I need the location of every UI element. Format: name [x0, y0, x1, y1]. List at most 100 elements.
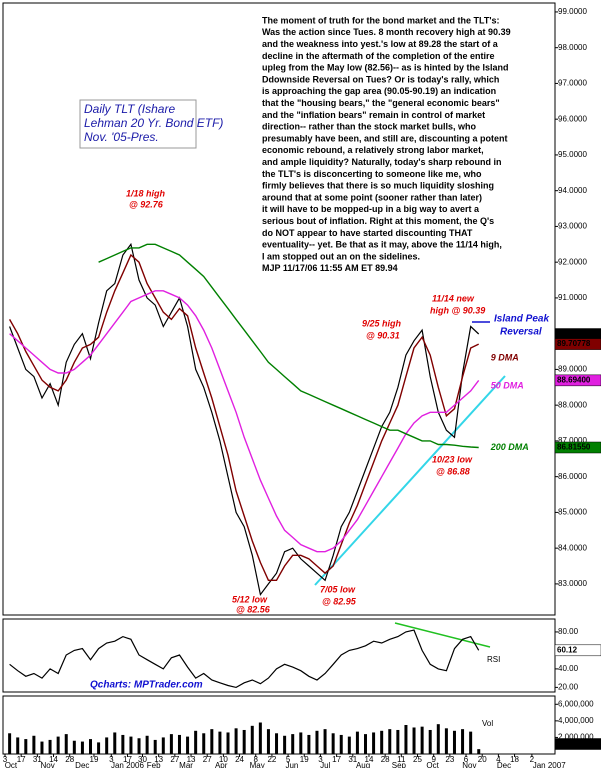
annotation: 5/12 low [232, 594, 268, 604]
volume-bar [16, 737, 20, 754]
x-tick-label: 2 [530, 755, 535, 764]
x-tick-label: 3 [109, 755, 114, 764]
volume-bar [169, 734, 173, 754]
volume-bar [89, 739, 93, 754]
x-tick-label: 11 [397, 755, 406, 764]
volume-bar [72, 740, 76, 754]
y-tick-label: 89.0000 [558, 365, 587, 374]
label-box-line: Daily TLT (Ishare [84, 102, 175, 116]
x-tick-label: 28 [65, 755, 74, 764]
commentary-line: I am stopped out an on the sidelines. [262, 251, 420, 261]
annotation: Island Peak [494, 314, 549, 325]
volume-bar [121, 734, 125, 754]
y-tick-label: 83.0000 [558, 579, 587, 588]
annotation: 1/18 high [126, 188, 166, 198]
trend-line [314, 375, 506, 586]
x-tick-label: 13 [154, 755, 163, 764]
label-box-line: Lehman 20 Yr. Bond ETF) [84, 116, 223, 130]
commentary-line: around that at some point (sooner rather… [262, 192, 482, 202]
x-tick-label: 19 [300, 755, 309, 764]
x-month-label: Apr [215, 761, 228, 768]
y-tick-label: 96.0000 [558, 114, 587, 123]
value-box-label: 89.70778 [557, 339, 591, 348]
value-box-label: 585,000 [557, 739, 586, 748]
x-tick-label: 13 [187, 755, 196, 764]
y-tick-label: 6,000,000 [558, 699, 594, 708]
series-label: 9 DMA [491, 352, 519, 362]
y-tick-label: 80.00 [558, 627, 579, 636]
y-tick-label: 86.0000 [558, 472, 587, 481]
y-tick-label: 93.0000 [558, 222, 587, 231]
value-box-label: 88.69400 [557, 375, 591, 384]
volume-bar [372, 732, 376, 754]
value-box [554, 644, 601, 657]
volume-bar [97, 742, 101, 754]
annotation: @ 86.88 [436, 466, 470, 476]
commentary-line: serious bout of inflation. Right at this… [262, 216, 494, 226]
volume-bar [250, 725, 254, 754]
commentary-line: do NOT appear to have started discountin… [262, 228, 473, 238]
x-tick-label: 4 [496, 755, 501, 764]
annotation: 7/05 low [320, 584, 356, 594]
series-line [9, 290, 480, 553]
x-tick-label: 14 [365, 755, 374, 764]
commentary-line: MJP 11/17/06 11:55 AM ET 89.94 [262, 263, 398, 273]
x-tick-label: 27 [203, 755, 212, 764]
x-tick-label: 31 [33, 755, 42, 764]
y-tick-label: 87.0000 [558, 436, 587, 445]
x-tick-label: 5 [286, 755, 291, 764]
y-tick-label: 4,000,000 [558, 716, 594, 725]
y-tick-label: 20.00 [558, 682, 579, 691]
x-month-label: Jan 2006 [111, 761, 144, 768]
commentary-line: economic rebound, a relatively strong la… [262, 145, 484, 155]
volume-bar [396, 729, 400, 754]
x-month-label: Jul [320, 761, 330, 768]
x-tick-label: 14 [49, 755, 58, 764]
commentary-line: the TLT's is disconcerting to someone li… [262, 169, 482, 179]
x-month-label: Nov [41, 761, 55, 768]
x-month-label: May [250, 761, 265, 768]
commentary-line: and ample liquidity? Naturally, today's … [262, 157, 502, 167]
value-box [554, 374, 601, 387]
volume-bar [226, 732, 230, 754]
commentary-line: The moment of truth for the bond market … [262, 15, 499, 25]
annotation: 10/23 low [432, 454, 473, 464]
volume-bar [315, 730, 319, 754]
x-tick-label: 20 [478, 755, 487, 764]
label-box [79, 99, 197, 149]
volume-bar [242, 729, 246, 754]
value-box [554, 338, 601, 350]
volume-bar [129, 736, 133, 754]
y-tick-label: 97.0000 [558, 79, 587, 88]
y-tick-label: 98.0000 [558, 43, 587, 52]
commentary-line: it will have to be mopped-up in a big wa… [262, 204, 480, 214]
series-label: RSI [487, 655, 500, 664]
volume-bar [266, 729, 270, 754]
x-month-label: Jun [285, 761, 298, 768]
y-tick-label: 84.0000 [558, 543, 587, 552]
y-tick-label: 2,000,000 [558, 733, 594, 742]
commentary-line: Was the action since Tues. 8 month recov… [262, 27, 511, 37]
volume-bar [323, 729, 327, 754]
annotation: Reversal [500, 327, 542, 338]
volume-bar [161, 737, 165, 754]
volume-bar [283, 735, 287, 754]
volume-bar [113, 732, 117, 754]
volume-bar [347, 736, 351, 754]
y-tick-label: 94.0000 [558, 186, 587, 195]
volume-bar [105, 737, 109, 754]
volume-bar [8, 733, 12, 754]
commentary-line: and the "inflation bears" remain in cont… [262, 110, 485, 120]
volume-bar [210, 729, 214, 754]
volume-bar [218, 731, 222, 754]
commentary-line: eventuality-- yet. Be that as it may, ab… [262, 240, 502, 250]
x-month-label: Mar [179, 761, 193, 768]
x-tick-label: 28 [381, 755, 390, 764]
x-tick-label: 31 [348, 755, 357, 764]
volume-bar [469, 731, 473, 754]
volume-bar [477, 749, 481, 754]
volume-bar [137, 738, 141, 754]
x-month-label: Nov [462, 761, 476, 768]
commentary-line: Ddownside Reversal on Tues? Or is today'… [262, 74, 499, 84]
value-box [554, 441, 601, 454]
